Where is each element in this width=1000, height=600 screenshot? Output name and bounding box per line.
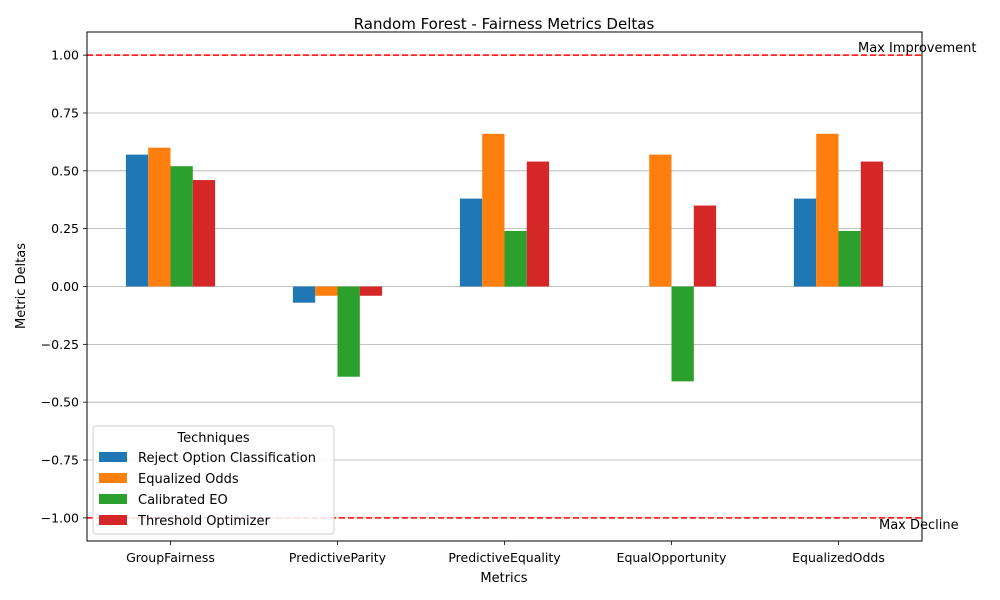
x-tick-label: EqualizedOdds [792, 550, 885, 565]
bar [359, 286, 383, 296]
legend-entry: Reject Option Classification [138, 451, 316, 466]
x-axis-label: Metrics [480, 571, 527, 586]
bar [170, 166, 193, 287]
bars-group [125, 133, 884, 382]
bar [793, 198, 817, 287]
bar [192, 180, 216, 287]
bar [526, 161, 550, 287]
legend: Techniques Reject Option Classification Eq… [92, 425, 335, 535]
bar [671, 286, 694, 382]
x-axis: GroupFairness PredictiveParity PredictiveE… [126, 541, 885, 565]
x-tick-label: GroupFairness [126, 550, 215, 565]
legend-swatch [99, 473, 127, 483]
y-tick-label: −0.25 [41, 337, 79, 352]
legend-entry: Threshold Optimizer [137, 514, 270, 529]
y-tick-label: 0.00 [51, 279, 79, 294]
legend-swatch [99, 515, 127, 525]
bar [148, 147, 171, 287]
bar [693, 205, 717, 287]
legend-entry: Equalized Odds [138, 472, 239, 487]
y-tick-label: −0.75 [41, 453, 79, 468]
bar [816, 133, 839, 287]
y-tick-label: 0.75 [51, 105, 79, 120]
bar [292, 286, 316, 303]
x-tick-label: PredictiveParity [289, 550, 387, 565]
bar [125, 154, 149, 287]
y-tick-label: −1.00 [41, 510, 79, 525]
bar [459, 198, 483, 287]
bar [649, 154, 672, 287]
chart-title: Random Forest - Fairness Metrics Deltas [354, 15, 655, 33]
legend-swatch [99, 494, 127, 504]
x-tick-label: EqualOpportunity [617, 550, 728, 565]
y-axis: −1.00 −0.75 −0.50 −0.25 0.00 0.25 0.50 0.75 1.00 [41, 48, 87, 525]
legend-entry: Calibrated EO [138, 493, 228, 508]
y-tick-label: −0.50 [41, 395, 79, 410]
bar [482, 133, 505, 287]
legend-title: Techniques [176, 431, 249, 446]
bar [315, 286, 338, 296]
y-tick-label: 0.50 [51, 163, 79, 178]
reference-line-label: Max Improvement [858, 41, 976, 56]
reference-line-label: Max Decline [879, 518, 959, 533]
x-tick-label: PredictiveEquality [448, 550, 561, 565]
y-tick-label: 0.25 [51, 221, 79, 236]
bar [860, 161, 884, 287]
bar [337, 286, 360, 377]
legend-box [92, 425, 335, 535]
y-axis-label: Metric Deltas [14, 243, 29, 329]
bar [504, 230, 527, 287]
y-tick-label: 1.00 [51, 48, 79, 63]
bar [838, 230, 861, 287]
legend-swatch [99, 452, 127, 462]
